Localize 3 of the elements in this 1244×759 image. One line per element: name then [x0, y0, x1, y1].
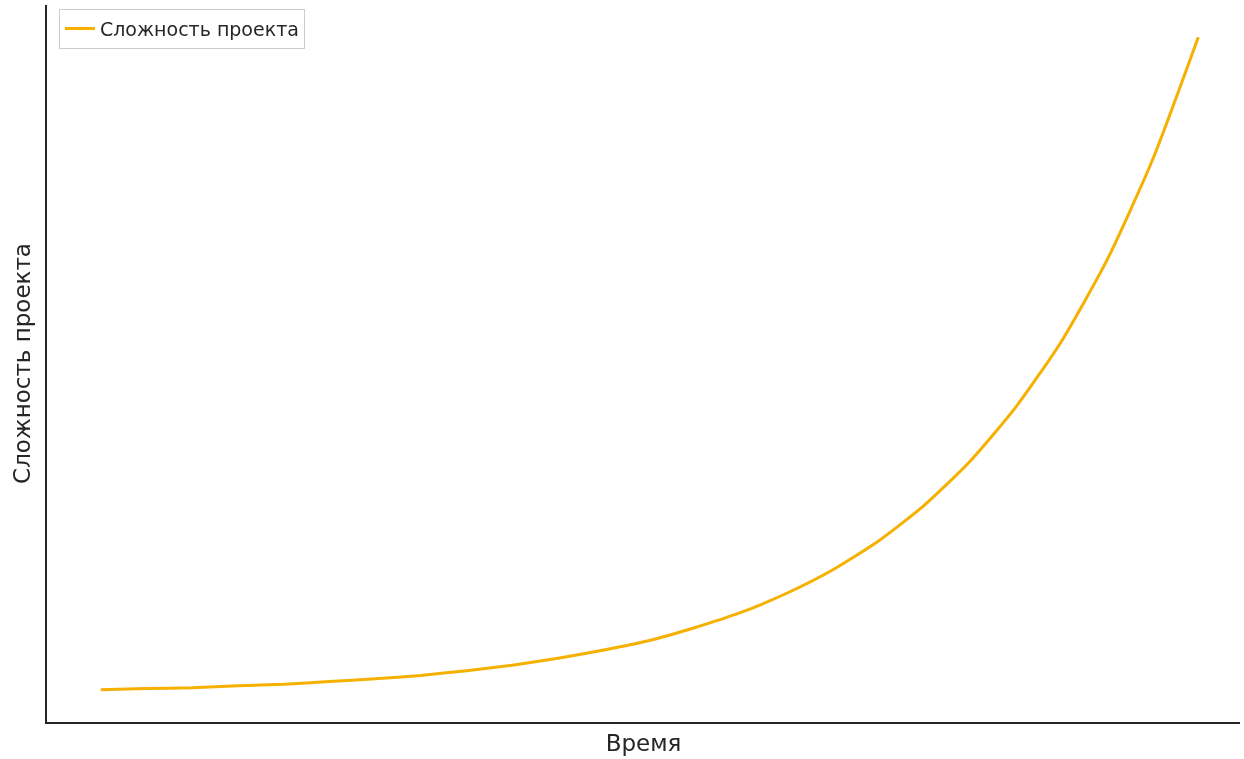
x-axis-title: Время	[605, 730, 682, 757]
y-axis-title: Сложность проекта	[8, 243, 35, 484]
legend-label: Сложность проекта	[99, 17, 299, 40]
